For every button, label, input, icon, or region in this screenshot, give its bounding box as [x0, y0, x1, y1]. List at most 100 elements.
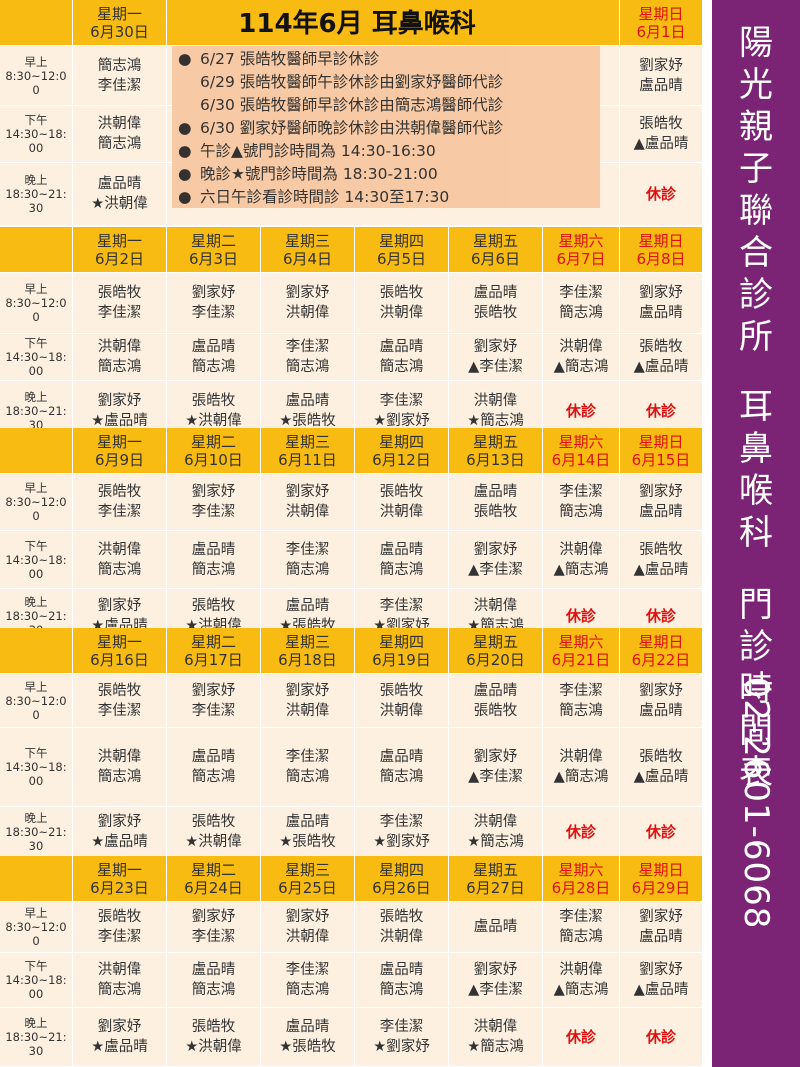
doctor-name: 張皓牧: [97, 909, 142, 925]
doctor-cell: 洪朝偉 簡志鴻: [73, 531, 167, 589]
notice-text: 6/29 張皓牧醫師午診休診由劉家妤醫師代診: [200, 73, 504, 91]
time-slot: 下午 14:30~18:00: [0, 728, 73, 807]
bullet-icon: ●: [178, 142, 192, 160]
doctor-cell: 洪朝偉 簡志鴻: [73, 106, 167, 163]
doctor-cell: 劉家妤 李佳潔: [167, 474, 261, 531]
doctor-name: ▲盧品晴: [633, 136, 689, 152]
doctor-name: 盧品晴: [191, 749, 236, 765]
slot-time: 14:30~18:00: [5, 760, 67, 788]
day-date: 6月22日: [631, 650, 691, 669]
day-header: 星期五 6月13日: [449, 428, 543, 474]
doctor-name: 李佳潔: [285, 541, 330, 558]
doctor-name: ▲簡志鴻: [553, 982, 609, 998]
day-header: 星期二 6月24日: [167, 856, 261, 902]
doctor-cell: 劉家妤 盧品晴: [620, 273, 703, 334]
doctor-name: 盧品晴: [639, 504, 683, 520]
doctor-cell: 劉家妤 ★盧品晴: [73, 807, 167, 857]
doctor-cell: 劉家妤 盧品晴: [620, 474, 703, 531]
day-name: 星期五: [472, 632, 518, 651]
notice-line: ● 6/30 劉家妤醫師晚診休診由洪朝偉醫師代診: [178, 117, 594, 140]
doctor-name: 洪朝偉: [559, 962, 603, 978]
doctor-name: 劉家妤: [97, 392, 142, 409]
day-header: 星期一 6月16日: [73, 628, 167, 674]
doctor-name: ▲簡志鴻: [553, 359, 609, 375]
notice-text: 6/27 張皓牧醫師早診休診: [200, 50, 380, 68]
slot-time: 18:30~21:30: [5, 1030, 67, 1058]
doctor-name: 劉家妤: [473, 541, 518, 558]
doctor-name: 劉家妤: [191, 285, 236, 301]
page-title: 114年6月 耳鼻喉科: [238, 9, 476, 39]
day-header: 星期日 6月8日: [620, 227, 703, 273]
doctor-cell: 盧品晴 簡志鴻: [355, 953, 449, 1008]
doctor-name: ▲盧品晴: [633, 769, 689, 785]
doctor-name: 休診: [565, 1028, 596, 1046]
doctor-name: 李佳潔: [379, 598, 424, 614]
day-date: 6月24日: [184, 878, 243, 897]
doctor-name: 劉家妤: [97, 598, 142, 614]
doctor-name: 劉家妤: [285, 484, 330, 500]
doctor-name: 劉家妤: [639, 285, 683, 301]
week-header-row: 星期一 6月16日 星期二 6月17日 星期三 6月18日 星期四 6月19日 星期五 6月20日…: [0, 628, 712, 674]
doctor-cell: 李佳潔 簡志鴻: [261, 334, 355, 381]
day-name: 星期一: [96, 432, 142, 451]
doctor-name: 張皓牧: [97, 285, 142, 301]
time-slot: 早上 8:30~12:00: [0, 902, 73, 953]
doctor-name: 簡志鴻: [191, 359, 236, 375]
doctor-name: 張皓牧: [639, 339, 683, 355]
doctor-cell: 洪朝偉 簡志鴻: [73, 953, 167, 1008]
sidebar-char: 合: [739, 233, 773, 273]
doctor-name: 休診: [645, 822, 676, 841]
day-header: 星期日 6月1日: [620, 0, 703, 46]
slot-name: 晚上: [24, 595, 48, 609]
doctor-name: 簡志鴻: [285, 359, 330, 375]
doctor-cell: 張皓牧 洪朝偉: [355, 902, 449, 953]
day-name: 星期二: [190, 860, 236, 879]
time-slot: 早上 8:30~12:00: [0, 474, 73, 531]
doctor-name: 劉家妤: [285, 285, 330, 301]
doctor-cell: 張皓牧 ▲盧品晴: [620, 106, 703, 163]
day-name: 星期日: [638, 860, 684, 879]
schedule-row: 下午 14:30~18:00 洪朝偉 簡志鴻 盧品晴 簡志鴻 李佳潔 簡志鴻 盧品晴 簡志鴻 劉家妤…: [0, 953, 712, 1008]
doctor-name: ▲李佳潔: [468, 769, 523, 785]
doctor-cell: 盧品晴 ★張皓牧: [261, 1008, 355, 1067]
doctor-cell: 盧品晴 簡志鴻: [355, 728, 449, 807]
time-slot: 早上 8:30~12:00: [0, 46, 73, 106]
doctor-name: 張皓牧: [639, 749, 683, 765]
doctor-name: ★簡志鴻: [467, 1039, 524, 1055]
day-name: 星期一: [96, 231, 142, 250]
doctor-cell: 休診: [620, 163, 703, 226]
doctor-name: ▲盧品晴: [633, 982, 689, 998]
week-header-row: 星期一 6月2日 星期二 6月3日 星期三 6月4日 星期四 6月5日 星期五 6月6日 星期六 6月…: [0, 227, 712, 273]
doctor-cell: 盧品晴 張皓牧: [449, 474, 543, 531]
day-date: 6月23日: [90, 878, 149, 897]
day-date: 6月17日: [184, 650, 243, 669]
doctor-cell: 盧品晴 簡志鴻: [167, 334, 261, 381]
notice-text: 六日午診看診時間診 14:30至17:30: [200, 188, 450, 206]
sidebar-char: 親: [739, 107, 773, 147]
doctor-cell: 張皓牧 ★洪朝偉: [167, 807, 261, 857]
time-slot: 下午 14:30~18:00: [0, 106, 73, 163]
time-slot-header: [0, 428, 73, 474]
doctor-name: 簡志鴻: [191, 982, 236, 998]
slot-name: 早上: [24, 481, 48, 495]
doctor-name: ▲簡志鴻: [553, 561, 609, 578]
doctor-cell: 劉家妤 ▲李佳潔: [449, 334, 543, 381]
day-name: 星期日: [638, 231, 684, 250]
doctor-name: 盧品晴: [639, 77, 683, 94]
doctor-name: 劉家妤: [285, 682, 330, 699]
day-name: 星期六: [558, 860, 604, 879]
doctor-cell: 李佳潔 簡志鴻: [543, 902, 620, 953]
doctor-cell: 劉家妤 洪朝偉: [261, 273, 355, 334]
notice-box: ● 6/27 張皓牧醫師早診休診 6/29 張皓牧醫師午診休診由劉家妤醫師代診 6/3…: [172, 46, 600, 208]
clinic-name: 陽光親子聯合診所: [712, 22, 800, 358]
schedule-row: 早上 8:30~12:00 張皓牧 李佳潔 劉家妤 李佳潔 劉家妤 洪朝偉 張皓牧 洪朝偉 盧品晴張…: [0, 674, 712, 728]
day-date: 6月1日: [636, 22, 686, 41]
doctor-name: 李佳潔: [379, 813, 424, 830]
notice-line: ● 晚診★號門診時間為 18:30-21:00: [178, 163, 594, 186]
doctor-name: 劉家妤: [639, 909, 683, 925]
day-header: 星期三 6月4日: [261, 227, 355, 273]
doctor-cell: 盧品晴 張皓牧: [449, 273, 543, 334]
doctor-name: ▲盧品晴: [633, 359, 689, 375]
slot-time: 8:30~12:00: [5, 296, 67, 324]
